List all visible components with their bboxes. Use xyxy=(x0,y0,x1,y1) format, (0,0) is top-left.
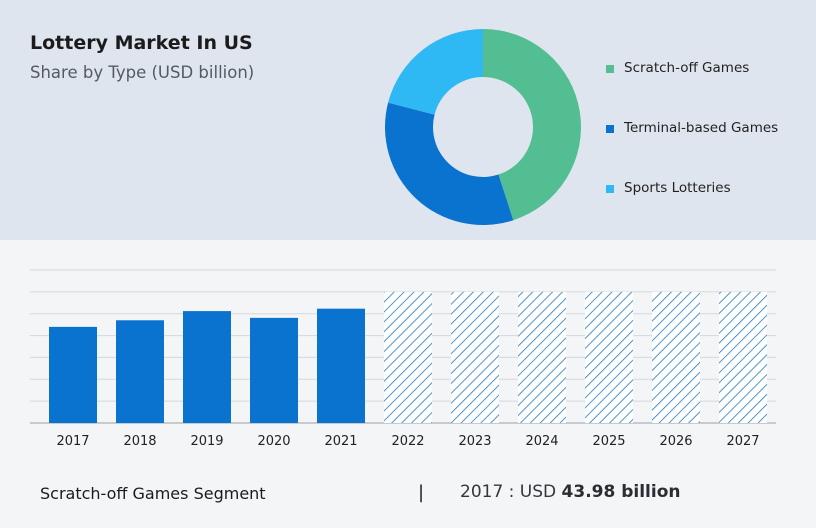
forecast-bar-2026 xyxy=(652,291,700,423)
donut-slice-2 xyxy=(388,29,483,115)
legend-label: Sports Lotteries xyxy=(624,180,731,196)
bar-chart: 2017 2018 2019 2020 2021 2022 2023 2024 2025 2026… xyxy=(30,269,776,449)
x-tick-label-2027: 2027 xyxy=(726,434,759,449)
forecast-bar-2027 xyxy=(719,291,767,423)
x-tick-label-2026: 2026 xyxy=(659,434,692,449)
x-tick-label-2017: 2017 xyxy=(56,434,89,449)
bar-2017 xyxy=(49,326,97,423)
chart-title: Lottery Market In US xyxy=(30,32,253,54)
x-tick-label-2021: 2021 xyxy=(324,434,357,449)
footer-divider: | xyxy=(418,482,425,503)
footer-segment-label: Scratch-off Games Segment xyxy=(40,484,266,503)
chart-subtitle: Share by Type (USD billion) xyxy=(30,63,255,82)
x-tick-label-2025: 2025 xyxy=(592,434,625,449)
bar-2020 xyxy=(250,317,298,423)
bar-2021 xyxy=(317,308,365,423)
donut-slice-1 xyxy=(385,102,514,225)
forecast-bar-2022 xyxy=(384,291,432,423)
bar-2019 xyxy=(183,311,231,423)
forecast-bar-2024 xyxy=(518,291,566,423)
x-tick-label-2024: 2024 xyxy=(525,434,558,449)
donut-chart xyxy=(385,29,581,225)
footer-year-prefix: 2017 : USD xyxy=(460,482,562,502)
legend-swatch xyxy=(606,125,614,133)
x-tick-label-2020: 2020 xyxy=(257,434,290,449)
x-tick-label-2018: 2018 xyxy=(123,434,156,449)
legend-swatch xyxy=(606,185,614,193)
footer-value: 43.98 billion xyxy=(561,482,681,502)
donut-slice-0 xyxy=(483,29,581,221)
forecast-bar-2025 xyxy=(585,291,633,423)
forecast-bar-2023 xyxy=(451,291,499,423)
legend-label: Terminal-based Games xyxy=(624,120,779,136)
legend-swatch xyxy=(606,65,614,73)
bar-2018 xyxy=(116,320,164,423)
footer-stat: 2017 : USD 43.98 billion xyxy=(460,482,680,502)
x-tick-label-2023: 2023 xyxy=(458,434,491,449)
x-tick-label-2019: 2019 xyxy=(190,434,223,449)
legend-label: Scratch-off Games xyxy=(624,60,750,76)
x-tick-label-2022: 2022 xyxy=(391,434,424,449)
